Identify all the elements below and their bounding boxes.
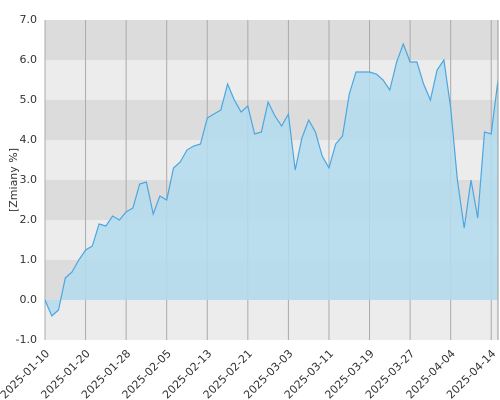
y-tick-label: -1.0: [16, 333, 37, 346]
y-tick-label: 5.0: [20, 93, 38, 106]
y-tick-label: 7.0: [20, 13, 38, 26]
y-axis-label: [Zmiany %]: [7, 148, 20, 212]
y-tick-label: 4.0: [20, 133, 38, 146]
y-tick-label: 2.0: [20, 213, 38, 226]
area: [45, 44, 498, 316]
line: [44, 42, 499, 318]
background-band: [45, 300, 498, 340]
y-tick-label: 3.0: [20, 173, 38, 186]
background-band: [45, 20, 498, 60]
y-tick-label: 0.0: [20, 293, 38, 306]
background-band: [45, 60, 498, 100]
y-tick-label: 1.0: [20, 253, 38, 266]
y-tick-label: 6.0: [20, 53, 38, 66]
